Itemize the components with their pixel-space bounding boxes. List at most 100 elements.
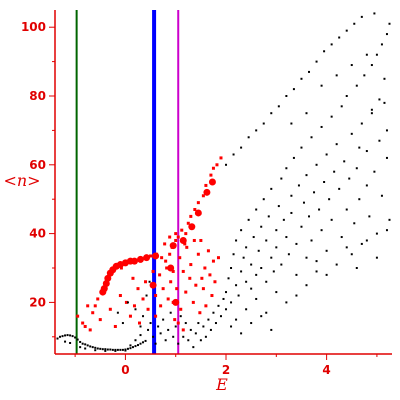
data-point [250, 322, 253, 325]
data-point [163, 242, 167, 246]
data-point [275, 246, 278, 249]
data-point [255, 129, 258, 132]
data-point [121, 322, 124, 325]
data-point [345, 29, 348, 32]
data-point [204, 183, 208, 187]
data-point [180, 228, 184, 232]
data-point [79, 346, 82, 349]
data-point [96, 347, 99, 350]
data-point [106, 348, 109, 351]
data-point [335, 143, 338, 146]
data-point [280, 263, 283, 266]
data-point [98, 318, 102, 322]
data-point [154, 294, 158, 298]
data-point [370, 108, 373, 111]
data-point [230, 267, 233, 269]
data-point [126, 301, 129, 304]
data-point [144, 339, 147, 342]
data-point [378, 139, 381, 142]
data-point [207, 318, 210, 321]
data-point [295, 242, 298, 245]
data-point [219, 315, 222, 318]
data-point [168, 252, 172, 256]
data-point [368, 215, 371, 218]
data-point [148, 280, 151, 283]
data-point [99, 347, 102, 350]
data-point [217, 304, 220, 307]
data-point-large [152, 252, 160, 260]
data-point [164, 339, 167, 342]
data-point [230, 301, 233, 304]
data-point [375, 53, 378, 56]
data-point [83, 324, 87, 328]
data-point [222, 297, 225, 300]
data-point-large [137, 255, 145, 263]
data-point [197, 322, 200, 325]
data-point [134, 345, 137, 348]
data-point [202, 325, 205, 328]
data-point [147, 328, 150, 331]
data-point [211, 166, 215, 170]
y-tick-label: 20 [29, 295, 46, 309]
data-point [320, 229, 323, 232]
data-point [255, 208, 258, 211]
data-point [375, 232, 378, 235]
data-point [159, 304, 163, 308]
data-point [56, 337, 59, 340]
data-point [240, 229, 243, 232]
data-point [116, 348, 119, 351]
data-point [86, 304, 90, 308]
data-point [260, 267, 263, 269]
data-point [383, 101, 386, 104]
data-point [245, 280, 248, 283]
data-point [139, 334, 142, 337]
data-point [328, 198, 331, 201]
data-point-large [130, 257, 138, 265]
data-point [212, 311, 215, 314]
data-point [119, 348, 122, 351]
data-point [193, 208, 197, 212]
data-point-large [208, 178, 216, 186]
data-point [189, 214, 193, 218]
data-point [232, 253, 235, 256]
data-point [235, 239, 238, 242]
data-point [315, 270, 318, 273]
data-point [81, 321, 85, 325]
data-point [290, 211, 293, 214]
data-point [245, 246, 248, 249]
data-point [225, 291, 228, 294]
data-point [166, 297, 170, 301]
data-point [151, 269, 155, 273]
data-point [144, 280, 148, 284]
data-point [385, 156, 388, 159]
data-point [69, 334, 72, 337]
data-point [302, 201, 305, 204]
data-point [262, 122, 265, 125]
data-point [136, 344, 139, 347]
x-tick-label: 0 [121, 363, 129, 377]
data-point [235, 318, 238, 321]
data-point [194, 283, 198, 287]
data-point [124, 348, 127, 351]
data-point-large [188, 223, 196, 231]
data-point [270, 112, 273, 115]
data-point [71, 335, 74, 338]
x-tick-label: 4 [322, 363, 330, 377]
data-point [325, 249, 328, 252]
data-point [179, 307, 183, 311]
data-point [189, 263, 193, 267]
data-point [355, 84, 358, 87]
data-point [132, 304, 136, 308]
data-point [128, 314, 132, 318]
data-point [318, 208, 321, 211]
data-point [358, 198, 361, 201]
data-point [213, 280, 217, 284]
data-point [250, 287, 253, 290]
data-point [240, 146, 243, 149]
data-point [285, 236, 288, 239]
data-point [134, 308, 137, 311]
data-point [104, 349, 107, 352]
data-point [370, 112, 373, 115]
data-point [292, 88, 295, 91]
data-point [350, 64, 353, 67]
